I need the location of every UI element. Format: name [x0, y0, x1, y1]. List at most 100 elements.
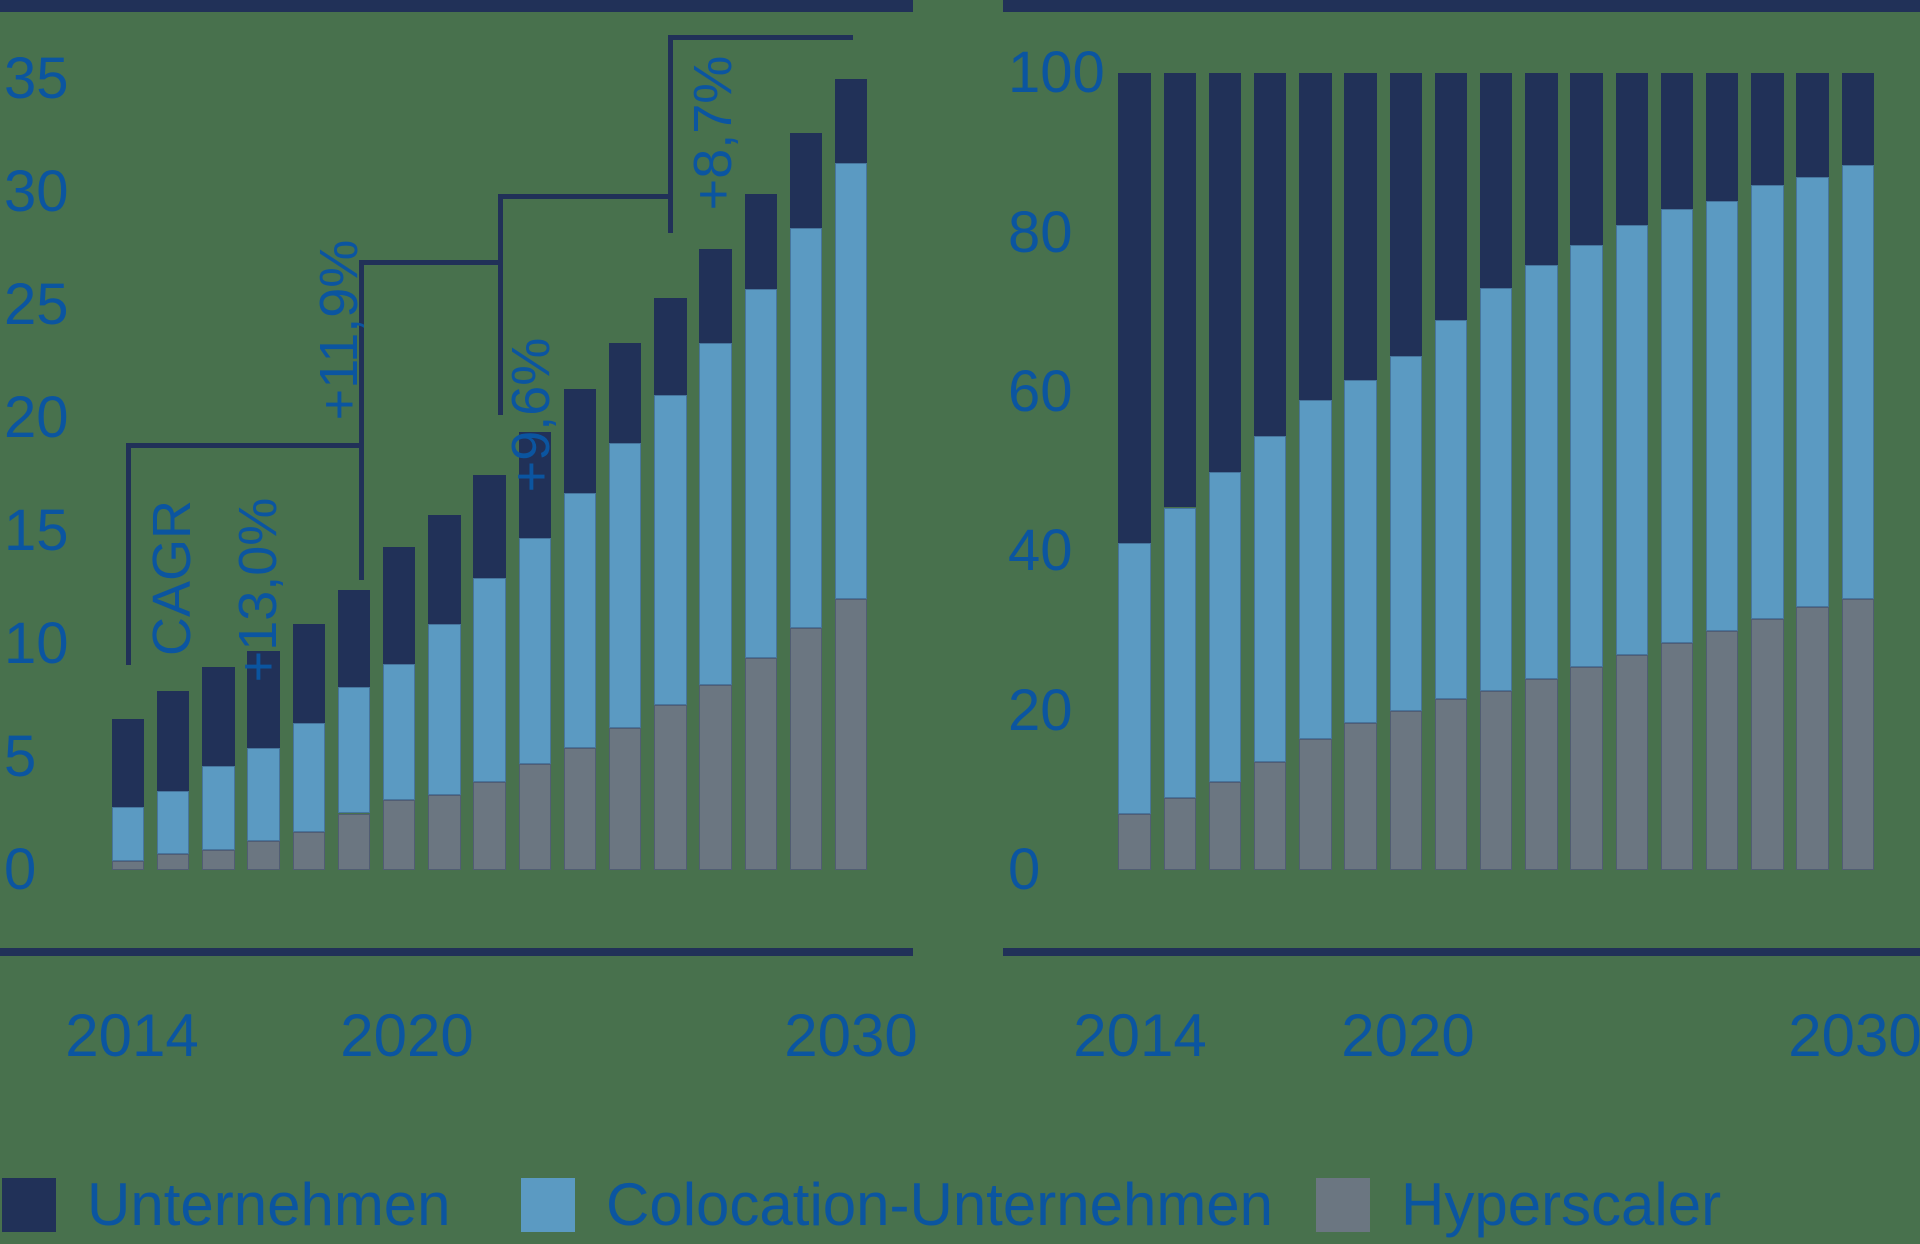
bar-segment	[202, 849, 235, 870]
bar-segment	[247, 840, 280, 870]
bar-segment	[834, 162, 868, 599]
y-tick-label: 35	[4, 46, 69, 111]
bar-segment	[654, 395, 687, 705]
bar-segment	[518, 763, 551, 870]
bar-segment	[1163, 507, 1196, 799]
legend-label: Hyperscaler	[1401, 1171, 1722, 1238]
bar-segment	[1705, 200, 1739, 631]
bar-segment	[156, 854, 190, 870]
bar-segment	[247, 747, 280, 841]
legend-item: Hyperscaler	[1316, 1171, 1722, 1238]
bar-segment	[1208, 782, 1242, 870]
bar-segment	[1253, 73, 1287, 436]
bottom-axis-rule-right	[1003, 948, 1920, 956]
y-tick-label: 60	[1008, 358, 1073, 424]
bar-segment	[156, 790, 190, 855]
bar-segment	[1570, 666, 1603, 870]
bar-segment	[1841, 599, 1874, 870]
bar-segment	[1253, 435, 1287, 763]
bar-segment	[1479, 73, 1513, 289]
bar-segment	[1570, 244, 1603, 667]
x-tick-label: 2020	[340, 1002, 474, 1069]
bar-segment	[744, 194, 777, 290]
bar-segment	[608, 442, 642, 728]
bar-segment	[1344, 722, 1377, 870]
bar-segment	[1841, 73, 1874, 165]
bar-segment	[1479, 690, 1513, 870]
cagr-bracket-line	[668, 35, 853, 40]
cagr-bracket-line	[668, 35, 673, 233]
bar-segment	[337, 686, 371, 814]
bar-segment	[292, 623, 325, 724]
bar-segment	[699, 248, 732, 344]
legend-swatch	[2, 1178, 56, 1232]
top-border-rule-left	[0, 0, 913, 12]
bar-segment	[1118, 73, 1151, 544]
bar-segment	[1208, 73, 1242, 472]
top-border-rule-right	[1003, 0, 1920, 12]
growth-annotation-1: +13,0%	[228, 497, 288, 683]
y-tick-label: 40	[1008, 518, 1073, 584]
bar-segment	[382, 664, 416, 800]
bar-segment	[382, 799, 416, 870]
bar-segment	[1796, 607, 1829, 870]
y-tick-label: 0	[1008, 837, 1041, 902]
bar-segment	[337, 813, 371, 870]
bar-segment	[1705, 73, 1739, 201]
bar-segment	[428, 515, 461, 624]
bar-segment	[1163, 798, 1196, 870]
bar-segment	[1344, 73, 1377, 381]
bar-segment	[1525, 73, 1558, 265]
y-tick-label: 0	[4, 837, 37, 902]
bar-segment	[1253, 762, 1287, 870]
bar-segment	[202, 666, 235, 767]
bar-segment	[1751, 73, 1784, 185]
bar-segment	[1299, 399, 1332, 739]
y-tick-label: 15	[4, 498, 69, 563]
bar-segment	[834, 79, 868, 163]
bar-segment	[1118, 814, 1151, 870]
cagr-bracket-line	[126, 443, 364, 448]
bar-segment	[111, 860, 145, 870]
bar-segment	[1163, 73, 1196, 508]
bar-segment	[744, 289, 777, 658]
bar-segment	[1525, 264, 1558, 679]
bottom-axis-rule-left	[0, 948, 913, 956]
bar-segment	[789, 228, 823, 629]
bar-segment	[563, 492, 597, 748]
bar-segment	[563, 747, 597, 870]
bar-segment	[518, 537, 551, 764]
bar-segment	[834, 598, 868, 870]
bar-segment	[1615, 654, 1648, 870]
growth-annotation-3: +9,6%	[501, 337, 561, 493]
bar-segment	[111, 806, 145, 861]
bar-segment	[518, 431, 551, 538]
bar-segment	[1751, 619, 1784, 870]
growth-annotation-2: +11,9%	[309, 239, 369, 421]
bar-segment	[1525, 678, 1558, 870]
bar-segment	[654, 298, 687, 396]
bar-segment	[1299, 73, 1332, 400]
bar-segment	[1796, 176, 1829, 608]
cagr-bracket-line	[498, 194, 503, 415]
bar-segment	[608, 343, 642, 443]
bar-segment	[247, 650, 280, 748]
bar-segment	[1705, 630, 1739, 870]
y-tick-label: 10	[4, 611, 69, 676]
bar-segment	[1660, 208, 1694, 643]
legend-label: Unternehmen	[87, 1171, 451, 1238]
bar-segment	[428, 795, 461, 870]
bar-segment	[1389, 356, 1422, 711]
bar-segment	[563, 388, 597, 493]
bar-segment	[1751, 184, 1784, 620]
bar-segment	[789, 133, 823, 229]
y-tick-label: 80	[1008, 199, 1073, 265]
legend-label: Colocation-Unternehmen	[606, 1171, 1274, 1238]
bar-segment	[1660, 73, 1694, 209]
bar-segment	[1434, 73, 1468, 321]
bar-segment	[1389, 710, 1422, 870]
y-tick-label: 25	[4, 272, 69, 337]
legend-item: Unternehmen	[2, 1171, 451, 1238]
cagr-title-label: CAGR	[142, 499, 202, 657]
